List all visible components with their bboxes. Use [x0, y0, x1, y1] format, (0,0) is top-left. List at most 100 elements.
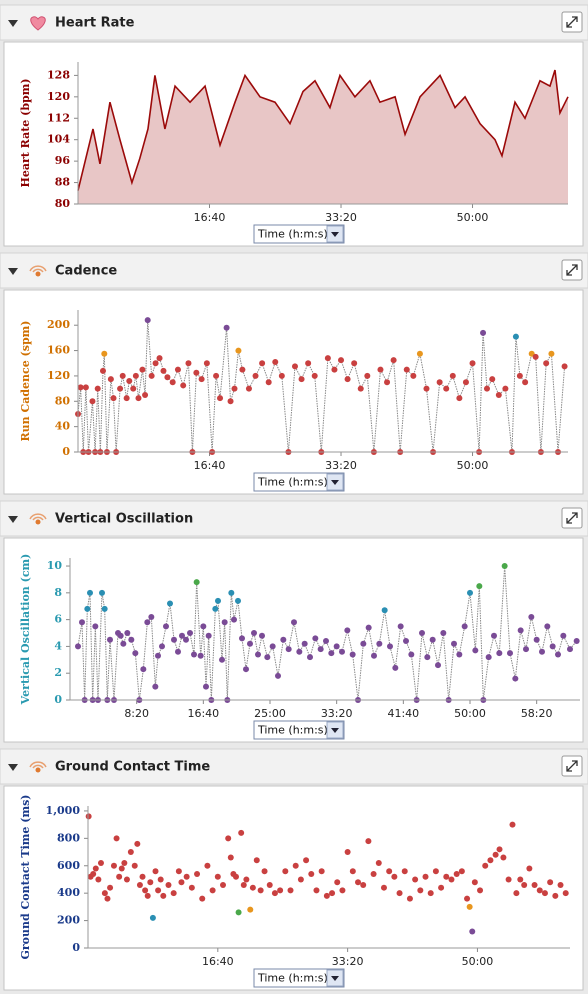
- data-point: [121, 860, 128, 867]
- data-point: [132, 650, 139, 657]
- expand-icon: [566, 264, 578, 276]
- data-point: [139, 873, 146, 880]
- data-point: [247, 906, 254, 913]
- data-point: [339, 887, 346, 894]
- data-point: [117, 385, 124, 392]
- collapse-toggle[interactable]: [8, 20, 18, 27]
- data-point: [259, 632, 265, 639]
- data-point: [423, 385, 430, 392]
- data-point: [500, 854, 507, 861]
- data-point: [120, 640, 127, 647]
- data-point: [147, 879, 154, 886]
- data-point: [521, 881, 528, 888]
- data-point: [416, 350, 423, 357]
- data-point: [231, 616, 237, 623]
- collapse-toggle[interactable]: [8, 764, 18, 771]
- data-point: [199, 895, 206, 902]
- data-point: [344, 849, 351, 856]
- data-point: [377, 366, 384, 373]
- data-point: [280, 636, 287, 643]
- data-point: [456, 395, 463, 402]
- x-unit-dropdown[interactable]: [253, 224, 345, 244]
- x-tick-label: 50:00: [457, 211, 489, 224]
- data-point: [435, 662, 441, 669]
- data-point: [139, 366, 146, 373]
- panel-title: Heart Rate: [55, 16, 135, 31]
- data-point: [152, 683, 159, 690]
- data-point: [512, 333, 519, 340]
- data-point: [429, 636, 436, 643]
- data-point: [178, 879, 185, 886]
- data-point: [401, 868, 408, 875]
- data-point: [355, 879, 362, 886]
- x-tick-label: 58:20: [521, 707, 553, 720]
- x-unit-label: Time (h:m:s): [257, 476, 328, 489]
- data-point: [235, 347, 242, 354]
- data-point: [252, 372, 259, 379]
- panel-header: [0, 748, 588, 785]
- data-point: [240, 881, 247, 888]
- data-point: [149, 914, 156, 921]
- data-point: [440, 630, 447, 637]
- data-point: [200, 623, 207, 630]
- collapse-toggle[interactable]: [8, 268, 18, 275]
- panel-title: Ground Contact Time: [55, 760, 210, 775]
- data-point: [548, 350, 555, 357]
- expand-icon: [566, 16, 578, 28]
- data-point: [160, 892, 167, 899]
- data-point: [344, 376, 351, 383]
- x-unit-label: Time (h:m:s): [257, 228, 328, 241]
- data-point: [403, 638, 409, 645]
- data-point: [90, 870, 97, 877]
- sensor-icon-wave: [29, 265, 47, 273]
- panel-title: Cadence: [55, 264, 117, 279]
- data-point: [159, 643, 165, 650]
- data-point: [239, 366, 246, 373]
- data-point: [193, 369, 200, 376]
- heart-rate-line: [77, 69, 569, 191]
- data-point: [476, 583, 483, 590]
- data-point: [152, 868, 159, 875]
- x-tick-label: 8:20: [124, 707, 149, 720]
- x-unit-dropdown[interactable]: [253, 968, 345, 988]
- data-point: [193, 579, 200, 586]
- data-point: [97, 860, 104, 867]
- data-point: [75, 643, 81, 650]
- data-point: [140, 666, 147, 673]
- data-point: [291, 619, 297, 626]
- data-point: [231, 385, 238, 392]
- data-point: [107, 376, 114, 383]
- data-point: [567, 646, 573, 653]
- x-tick-label: 33:20: [325, 459, 357, 472]
- data-point: [99, 589, 105, 596]
- x-unit-dropdown[interactable]: [253, 720, 345, 740]
- data-point: [134, 840, 141, 847]
- panel-header: [0, 4, 588, 41]
- data-point: [365, 624, 372, 631]
- x-tick-label: 16:40: [202, 955, 234, 968]
- x-tick-label: 33:20: [321, 707, 353, 720]
- data-point: [397, 623, 404, 630]
- y-tick-label: 0: [72, 941, 80, 954]
- data-point: [213, 372, 220, 379]
- data-point: [247, 640, 253, 647]
- data-point: [496, 650, 503, 657]
- data-point: [462, 379, 469, 386]
- x-tick-label: 16:40: [194, 459, 226, 472]
- data-point: [522, 379, 529, 386]
- data-point: [324, 355, 331, 362]
- y-tick-label: 600: [57, 859, 80, 872]
- data-point: [156, 355, 163, 362]
- collapse-toggle[interactable]: [8, 516, 18, 523]
- dropdown-arrow: [331, 976, 339, 981]
- data-point: [549, 643, 556, 650]
- sensor-icon-wave: [29, 513, 47, 521]
- data-point: [203, 683, 209, 690]
- data-point: [541, 890, 548, 897]
- x-tick-label: 16:40: [187, 707, 219, 720]
- data-point: [113, 835, 120, 842]
- y-tick-label: 800: [57, 831, 80, 844]
- x-tick-label: 50:00: [457, 459, 489, 472]
- x-unit-dropdown[interactable]: [253, 472, 345, 492]
- data-point: [547, 879, 554, 886]
